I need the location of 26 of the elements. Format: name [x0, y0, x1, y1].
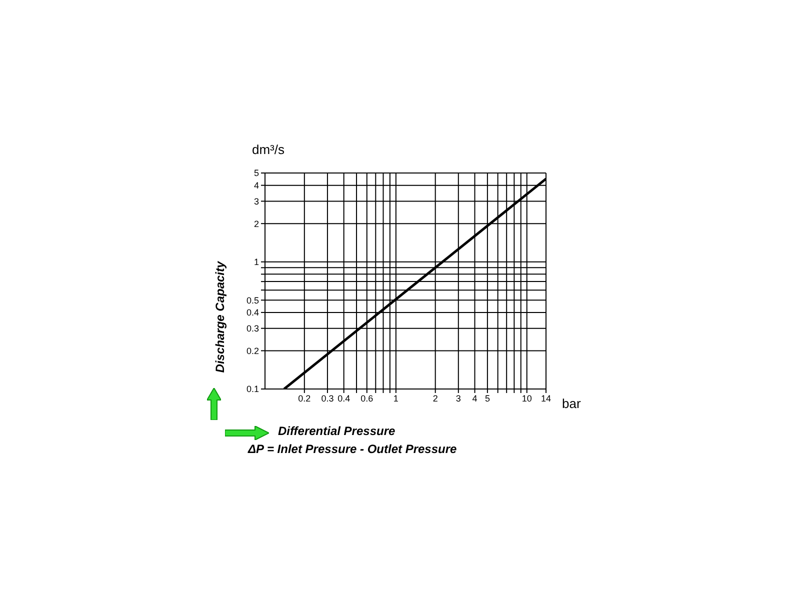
y-axis-title: Discharge Capacity: [213, 260, 227, 375]
x-tick-label: 0.4: [338, 393, 350, 404]
y-tick-label: 0.2: [246, 346, 259, 356]
text: ΔP = Inlet Pressure - Outlet Pressure: [248, 442, 457, 456]
y-tick-label: 4: [254, 180, 259, 191]
y-tick-label: 5: [254, 168, 259, 178]
x-tick-label: 10: [522, 393, 532, 404]
x-tick-label: 14: [540, 393, 552, 404]
y-tick-label: 3: [254, 196, 259, 206]
y-tick-label: 2: [254, 218, 259, 229]
y-tick-label: 0.3: [246, 324, 259, 334]
y-tick-label: 0.5: [246, 295, 259, 306]
text: dm³/s: [252, 142, 284, 157]
y-tick-label: 0.4: [246, 308, 259, 318]
x-tick-label: 2: [432, 393, 438, 404]
x-tick-label: 5: [484, 393, 490, 404]
x-tick-label: 0.2: [298, 393, 311, 404]
x-tick-label: 1: [393, 393, 398, 404]
text: bar: [562, 396, 581, 411]
x-tick-label: 3: [456, 393, 461, 404]
x-tick-label: 0.3: [321, 393, 334, 404]
y-tick-label: 1: [254, 257, 259, 268]
x-tick-label: 0.6: [360, 393, 374, 404]
y-tick-label: 0.1: [246, 384, 259, 394]
x-axis-title: Differential Pressure: [278, 424, 396, 438]
x-tick-label: 4: [472, 393, 478, 404]
